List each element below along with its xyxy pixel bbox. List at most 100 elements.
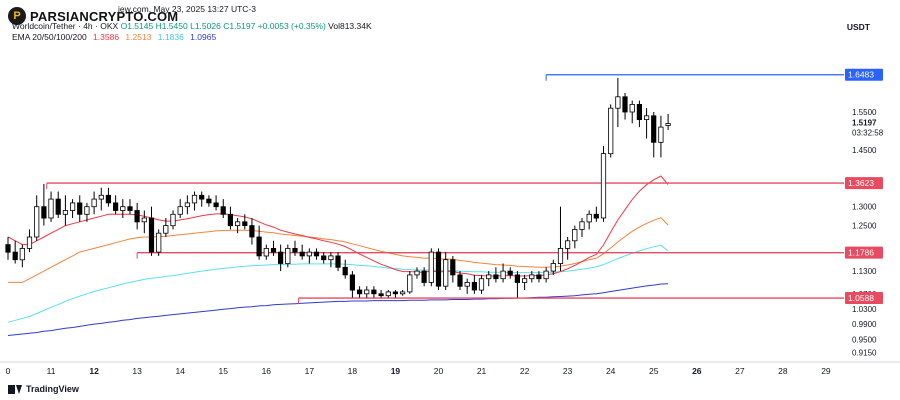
candle-body[interactable] — [356, 289, 363, 295]
price-badge-1[interactable] — [845, 177, 883, 190]
candle-body[interactable] — [141, 217, 147, 223]
candle-body[interactable] — [565, 240, 571, 249]
candle-body[interactable] — [263, 247, 269, 257]
candle-body[interactable] — [636, 104, 643, 121]
candle-body[interactable] — [170, 213, 176, 227]
candle-body[interactable] — [270, 247, 277, 253]
candle-body[interactable] — [277, 251, 284, 264]
candle-body[interactable] — [5, 244, 11, 253]
candle-body[interactable] — [77, 202, 83, 215]
candle-body[interactable] — [184, 202, 190, 208]
candle-body[interactable] — [414, 270, 420, 276]
candle-body[interactable] — [608, 107, 614, 155]
candle-body[interactable] — [84, 206, 90, 215]
candle-body[interactable] — [665, 123, 671, 126]
candle-body[interactable] — [12, 251, 18, 261]
candle-body[interactable] — [328, 255, 334, 261]
candle-body[interactable] — [464, 281, 470, 287]
candle-body[interactable] — [148, 217, 155, 253]
candle-body[interactable] — [227, 213, 233, 227]
candle-body[interactable] — [507, 270, 513, 276]
candle-body[interactable] — [493, 274, 499, 280]
candle-body[interactable] — [457, 274, 463, 287]
candle-body[interactable] — [421, 270, 427, 283]
candle-body[interactable] — [299, 251, 305, 257]
candle-body[interactable] — [48, 198, 54, 219]
candle-body[interactable] — [41, 206, 47, 219]
currency-label[interactable]: USDT — [846, 22, 870, 32]
ema-legend[interactable]: EMA 20/50/100/200 1.3586 1.2513 1.1836 1… — [12, 32, 220, 42]
candle-body[interactable] — [321, 255, 327, 261]
candle-body[interactable] — [70, 202, 76, 211]
candle-body[interactable] — [120, 206, 126, 211]
candle-body[interactable] — [335, 255, 341, 268]
candle-body[interactable] — [428, 251, 434, 283]
candle-body[interactable] — [543, 270, 549, 280]
candle-body[interactable] — [156, 232, 162, 253]
candle-body[interactable] — [371, 289, 377, 295]
candle-body[interactable] — [249, 225, 255, 238]
candle-body[interactable] — [134, 210, 140, 223]
candle-body[interactable] — [514, 274, 521, 283]
candle-body[interactable] — [105, 194, 111, 204]
candle-body[interactable] — [443, 259, 449, 287]
candle-body[interactable] — [593, 213, 599, 219]
candle-body[interactable] — [615, 96, 621, 109]
candle-body[interactable] — [407, 274, 413, 293]
candle-body[interactable] — [385, 291, 391, 297]
candle-body[interactable] — [651, 115, 657, 143]
candle-body[interactable] — [191, 194, 198, 204]
candle-body[interactable] — [536, 274, 542, 280]
candle-body[interactable] — [529, 274, 535, 280]
symbol-legend[interactable]: Worldcoin/Tether · 4h · OKX O1.5145 H1.5… — [12, 21, 372, 31]
candle-body[interactable] — [91, 198, 97, 208]
candle-body[interactable] — [364, 289, 370, 295]
candle-body[interactable] — [113, 202, 119, 211]
candle-body[interactable] — [572, 228, 578, 242]
candle-body[interactable] — [622, 96, 628, 113]
candle-body[interactable] — [486, 274, 492, 280]
candle-body[interactable] — [399, 291, 406, 295]
candle-body[interactable] — [34, 206, 40, 238]
candle-body[interactable] — [450, 259, 456, 276]
candle-body[interactable] — [62, 210, 69, 215]
candle-body[interactable] — [199, 194, 205, 200]
candle-body[interactable] — [177, 206, 183, 215]
price-badge-2[interactable] — [845, 246, 883, 259]
candle-body[interactable] — [550, 263, 556, 272]
candle-body[interactable] — [127, 206, 133, 211]
candle-body[interactable] — [313, 251, 320, 257]
candle-body[interactable] — [586, 213, 592, 223]
candle-body[interactable] — [500, 270, 506, 280]
candle-body[interactable] — [471, 281, 478, 291]
candle-body[interactable] — [342, 266, 348, 276]
price-badge-3[interactable] — [845, 292, 883, 305]
candle-body[interactable] — [256, 236, 262, 257]
price-badge-0[interactable] — [845, 68, 883, 81]
candle-body[interactable] — [220, 206, 226, 215]
candle-body[interactable] — [206, 198, 212, 204]
candle-body[interactable] — [55, 198, 61, 215]
candle-body[interactable] — [285, 247, 291, 264]
candle-body[interactable] — [306, 251, 312, 257]
candle-body[interactable] — [19, 247, 25, 261]
candle-body[interactable] — [478, 278, 485, 291]
candle-body[interactable] — [349, 274, 356, 291]
candle-body[interactable] — [557, 247, 564, 264]
candle-body[interactable] — [392, 291, 399, 295]
candle-body[interactable] — [579, 221, 585, 230]
candle-body[interactable] — [378, 293, 384, 297]
candle-body[interactable] — [163, 225, 169, 234]
candle-body[interactable] — [234, 221, 241, 227]
candle-body[interactable] — [26, 236, 33, 249]
candle-body[interactable] — [644, 115, 650, 121]
candle-body[interactable] — [600, 153, 607, 219]
candle-body[interactable] — [629, 104, 635, 113]
candle-body[interactable] — [98, 194, 104, 200]
candle-body[interactable] — [522, 278, 528, 283]
candle-body[interactable] — [435, 251, 442, 287]
candle-body[interactable] — [213, 202, 219, 208]
candle-body[interactable] — [242, 221, 248, 227]
tradingview-logo[interactable]: TradingView — [8, 384, 79, 394]
